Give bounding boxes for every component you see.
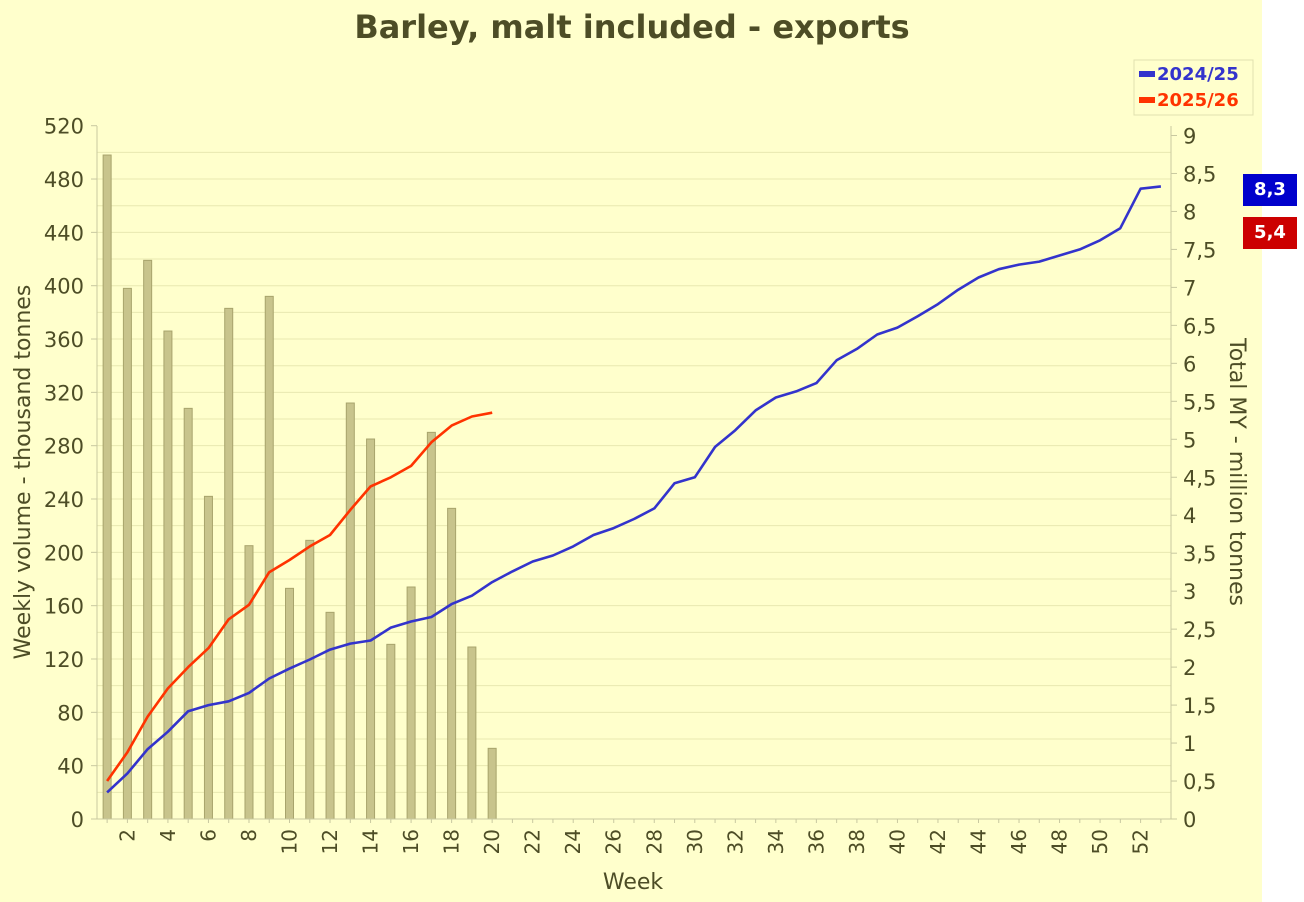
x-tick-label: 6 bbox=[196, 829, 220, 842]
line-2025-26 bbox=[106, 411, 493, 782]
x-tick-label: 12 bbox=[318, 829, 342, 854]
x-tick-label: 48 bbox=[1048, 829, 1072, 854]
y-right-tick-label: 8,5 bbox=[1183, 162, 1216, 186]
y-right-tick-label: 3,5 bbox=[1183, 542, 1216, 566]
x-axis-label: Week bbox=[603, 870, 664, 895]
bar-week-6 bbox=[203, 495, 213, 820]
x-tick-label: 2 bbox=[115, 829, 139, 842]
badge-2024-25-total: 8,3 bbox=[1243, 174, 1297, 206]
bar-week-20 bbox=[487, 747, 497, 820]
y-left-tick-label: 40 bbox=[57, 755, 84, 779]
bar-week-4 bbox=[163, 330, 173, 820]
y-right-tick-label: 9 bbox=[1183, 125, 1196, 149]
legend-swatch-2025-26 bbox=[1139, 97, 1155, 103]
y-left-tick-label: 120 bbox=[44, 648, 84, 672]
y-right-tick-label: 7 bbox=[1183, 276, 1196, 300]
bar-week-11 bbox=[305, 539, 315, 820]
x-tick-label: 8 bbox=[237, 829, 261, 842]
y-left-tick-label: 320 bbox=[44, 381, 84, 405]
x-tick-label: 40 bbox=[885, 829, 909, 854]
y-left-tick-label: 480 bbox=[44, 168, 84, 192]
y-right-tick-label: 7,5 bbox=[1183, 238, 1216, 262]
y-right-tick-label: 1,5 bbox=[1183, 694, 1216, 718]
bar-week-9 bbox=[264, 295, 274, 820]
x-tick-label: 50 bbox=[1088, 829, 1112, 854]
y-axis-left-label: Weekly volume - thousand tonnes bbox=[11, 285, 36, 660]
x-tick-label: 34 bbox=[764, 829, 788, 854]
chart-svg: 0408012016020024028032036040044048052000… bbox=[11, 8, 1254, 895]
bar-week-13 bbox=[345, 402, 355, 820]
legend: 2024/25 2025/26 bbox=[1133, 59, 1254, 116]
y-right-tick-label: 6,5 bbox=[1183, 314, 1216, 338]
y-left-tick-label: 160 bbox=[44, 595, 84, 619]
y-left-tick-label: 0 bbox=[71, 808, 84, 832]
bar-week-15 bbox=[386, 643, 396, 820]
x-tick-label: 46 bbox=[1007, 829, 1031, 854]
chart-area: 0 40 80 120 160 200 240 280 320 360 400 440 480 520 0 0… bbox=[0, 0, 1262, 902]
bar-week-12 bbox=[325, 611, 335, 820]
bar-week-8 bbox=[244, 545, 254, 820]
x-tick-label: 38 bbox=[845, 829, 869, 854]
bar-week-19 bbox=[467, 646, 477, 820]
grid-lines bbox=[97, 151, 1171, 793]
x-tick-label: 42 bbox=[926, 829, 950, 854]
y-right-tick-label: 5 bbox=[1183, 428, 1196, 452]
y-right-tick-label: 4 bbox=[1183, 504, 1196, 528]
x-tick-label: 28 bbox=[642, 829, 666, 854]
bar-week-5 bbox=[183, 407, 193, 820]
x-tick-label: 14 bbox=[359, 829, 383, 854]
x-tick-label: 16 bbox=[399, 829, 423, 854]
legend-box bbox=[1133, 59, 1254, 116]
badge-2025-26-total: 5,4 bbox=[1243, 217, 1297, 249]
legend-label-2024-25: 2024/25 bbox=[1157, 64, 1239, 85]
x-tick-label: 10 bbox=[278, 829, 302, 854]
x-tick-label: 26 bbox=[602, 829, 626, 854]
x-tick-label: 18 bbox=[440, 829, 464, 854]
legend-label-2025-26: 2025/26 bbox=[1157, 90, 1239, 111]
x-tick-label: 24 bbox=[561, 829, 585, 854]
y-right-tick-label: 6 bbox=[1183, 352, 1196, 376]
y-axis-right-label: Total MY - million tonnes bbox=[1224, 337, 1249, 606]
bar-week-17 bbox=[426, 431, 436, 820]
y-left-tick-label: 360 bbox=[44, 328, 84, 352]
x-tick-label: 20 bbox=[480, 829, 504, 854]
y-right-tick-label: 5,5 bbox=[1183, 390, 1216, 414]
y-left-tick-label: 80 bbox=[57, 701, 84, 725]
y-right-tick-label: 0,5 bbox=[1183, 770, 1216, 794]
bar-week-14 bbox=[366, 438, 376, 820]
bar-week-1 bbox=[102, 154, 112, 820]
x-tick-label: 4 bbox=[156, 829, 180, 842]
axes: 0408012016020024028032036040044048052000… bbox=[44, 115, 1217, 855]
y-left-tick-label: 440 bbox=[44, 221, 84, 245]
x-tick-label: 44 bbox=[966, 829, 990, 854]
legend-swatch-2024-25 bbox=[1139, 71, 1155, 77]
y-left-tick-label: 280 bbox=[44, 435, 84, 459]
x-tick-label: 52 bbox=[1129, 829, 1153, 854]
bar-week-18 bbox=[447, 507, 457, 820]
y-left-tick-label: 400 bbox=[44, 275, 84, 299]
y-left-tick-label: 240 bbox=[44, 488, 84, 512]
x-tick-label: 36 bbox=[804, 829, 828, 854]
bar-week-3 bbox=[143, 259, 153, 820]
x-tick-label: 22 bbox=[521, 829, 545, 854]
y-left-tick-label: 520 bbox=[44, 115, 84, 139]
bar-week-10 bbox=[285, 587, 295, 820]
y-right-tick-label: 3 bbox=[1183, 580, 1196, 604]
y-left-tick-label: 200 bbox=[44, 541, 84, 565]
line-series bbox=[106, 185, 1162, 794]
y-right-tick-label: 2 bbox=[1183, 656, 1196, 680]
y-right-tick-label: 8 bbox=[1183, 200, 1196, 224]
x-tick-label: 30 bbox=[683, 829, 707, 854]
bar-week-7 bbox=[224, 307, 234, 820]
y-right-tick-label: 4,5 bbox=[1183, 466, 1216, 490]
x-tick-label: 32 bbox=[723, 829, 747, 854]
chart-title: Barley, malt included - exports bbox=[354, 8, 909, 46]
bar-week-2 bbox=[122, 287, 132, 820]
bar-series bbox=[102, 154, 497, 820]
y-right-tick-label: 0 bbox=[1183, 808, 1196, 832]
y-right-tick-label: 1 bbox=[1183, 732, 1196, 756]
y-right-tick-label: 2,5 bbox=[1183, 618, 1216, 642]
chart-text: Barley, malt included - exports Week Wee… bbox=[11, 8, 1249, 895]
line-2024-25 bbox=[106, 185, 1162, 794]
